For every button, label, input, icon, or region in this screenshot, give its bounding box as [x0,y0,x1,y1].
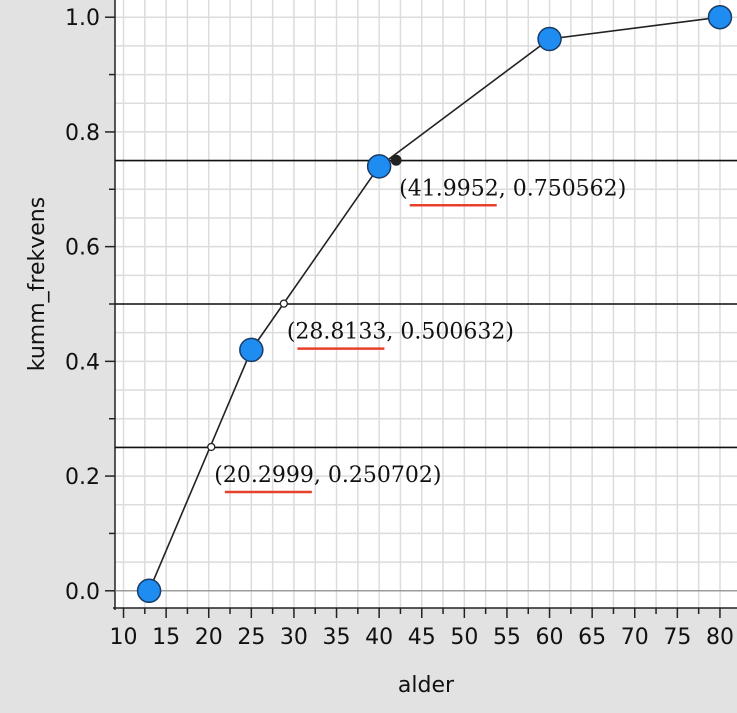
x-tick-label: 65 [578,625,606,650]
annotation-label: (28.8133, 0.500632) [287,320,514,345]
data-point [239,337,264,363]
intersection-point [279,299,288,308]
annotations: (20.2999, 0.250702) (28.8133, 0.500632) (4… [207,154,626,494]
intersection-point [207,442,216,452]
x-tick-label: 80 [706,625,734,650]
x-tick-label: 70 [621,625,649,650]
y-axis-title: kumm_frekvens [25,197,50,371]
x-tick-label: 20 [195,625,223,650]
reference-lines [115,159,737,449]
y-tick-label: 0.4 [65,350,100,375]
x-tick-label: 15 [152,625,180,650]
y-tick-label: 0.6 [65,236,100,261]
data-point [707,4,733,30]
x-tick-label: 50 [450,625,478,650]
axes: 10 15 20 25 30 35 40 45 50 55 60 65 70 75 80 0.0 0.2 0.4 0… [65,0,737,650]
x-tick-label: 60 [536,625,564,650]
x-tick-label: 10 [110,625,138,650]
x-tick-label: 75 [663,625,691,650]
x-tick-label: 25 [237,625,265,650]
x-tick-label: 45 [408,625,436,650]
x-axis-title: alder [398,673,455,698]
x-tick-label: 30 [280,625,308,650]
x-tick-label: 35 [323,625,351,650]
data-point [366,154,392,179]
y-tick-label: 1.0 [65,6,100,31]
annotation-label: (41.9952, 0.750562) [399,176,626,201]
y-tick-label: 0.2 [65,465,100,490]
annotation-label: (20.2999, 0.250702) [214,463,441,488]
x-tick-label: 40 [365,625,393,650]
data-point [537,26,562,52]
data-points [136,4,733,604]
y-tick-label: 0.8 [65,121,100,146]
x-tick-label: 55 [493,625,521,650]
y-tick-label: 0.0 [65,580,100,605]
intersection-point [390,154,402,166]
data-point [136,578,162,604]
